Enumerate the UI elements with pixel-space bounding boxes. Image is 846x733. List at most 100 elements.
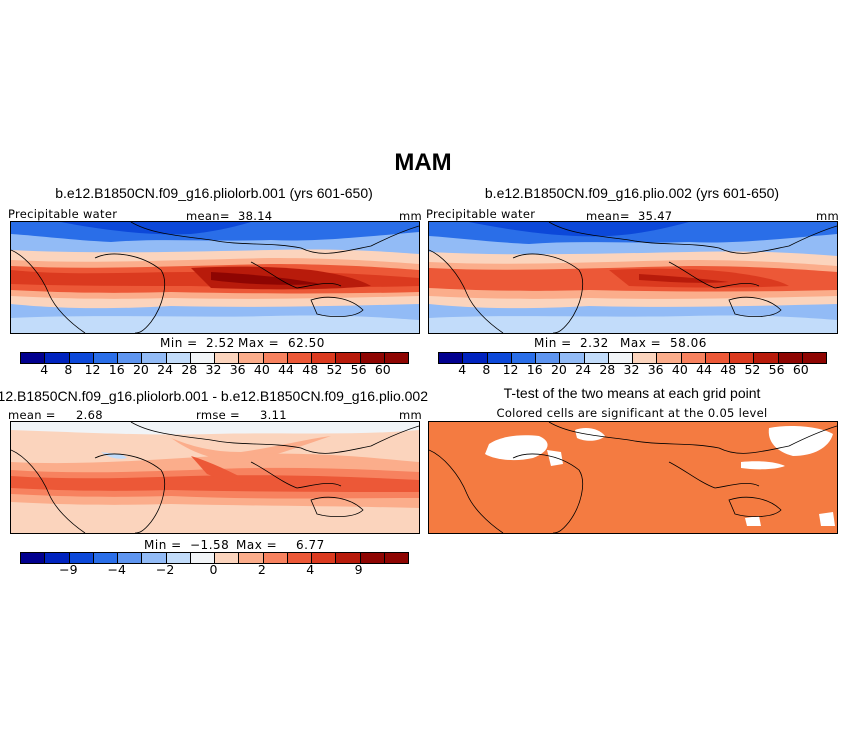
colorbar-ticks-plio: 4 8 12 16 20 24 28 32 36 40 44 48 52 56 …: [438, 362, 825, 378]
colorbar-swatch: [336, 553, 361, 563]
rmse-value: 3.11: [260, 408, 287, 422]
colorbar-swatch: [754, 353, 779, 363]
colorbar-swatch: [536, 353, 561, 363]
colorbar-swatch: [215, 553, 240, 563]
tick-label: 48: [302, 362, 319, 377]
colorbar-swatch: [287, 553, 312, 563]
colorbar-swatch: [336, 353, 361, 363]
tick-label: 56: [768, 362, 785, 377]
tick-label: −4: [107, 562, 126, 577]
colorbar-swatch: [312, 553, 337, 563]
units-label: mm: [399, 209, 423, 223]
tick-label: 40: [671, 362, 688, 377]
panel-title-plio: b.e12.B1850CN.f09_g16.plio.002 (yrs 601-…: [484, 185, 780, 201]
mean-value: 38.14: [238, 209, 273, 223]
min-value: −1.58: [190, 538, 230, 552]
colorbar-swatch: [778, 353, 803, 363]
colorbar-swatch: [384, 353, 408, 363]
tick-label: 4: [306, 562, 315, 577]
colorbar-swatch: [802, 353, 826, 363]
tick-label: 44: [696, 362, 713, 377]
tick-label: 4: [40, 362, 49, 377]
colorbar-swatch: [21, 353, 46, 363]
variable-label: Precipitable water: [8, 207, 118, 221]
colorbar-swatch: [657, 353, 682, 363]
tick-label: 28: [599, 362, 616, 377]
tick-label: 20: [550, 362, 567, 377]
colorbar-swatch: [93, 353, 118, 363]
tick-label: 9: [354, 562, 363, 577]
max-value: 62.50: [288, 336, 325, 350]
colorbar-swatch: [190, 553, 215, 563]
tick-label: 36: [647, 362, 664, 377]
min-label: Min =: [144, 538, 182, 552]
tick-label: 60: [374, 362, 391, 377]
max-label: Max =: [238, 336, 280, 350]
colorbar-swatch: [439, 353, 464, 363]
mean-value: 35.47: [638, 209, 673, 223]
tick-label: 8: [64, 362, 73, 377]
min-value: 2.52: [206, 336, 235, 350]
min-label: Min =: [160, 336, 198, 350]
tick-label: −9: [59, 562, 78, 577]
tick-label: 4: [458, 362, 467, 377]
rmse-label: rmse =: [196, 408, 240, 422]
colorbar-swatch: [190, 353, 215, 363]
map-pliolorb: [10, 221, 420, 334]
map-plio: [428, 221, 838, 334]
tick-label: 56: [350, 362, 367, 377]
tick-label: 36: [229, 362, 246, 377]
min-label: Min =: [534, 336, 572, 350]
mean-value: 2.68: [76, 408, 103, 422]
tick-label: 12: [84, 362, 101, 377]
colorbar-swatch: [142, 353, 167, 363]
tick-label: 0: [209, 562, 218, 577]
colorbar-swatch: [705, 353, 730, 363]
colorbar-ticks-difference: −9 −4 −2 0 2 4 9: [20, 562, 407, 578]
colorbar-swatch: [118, 553, 143, 563]
tick-label: 32: [623, 362, 640, 377]
mean-label: mean =: [8, 408, 56, 422]
colorbar-swatch: [360, 353, 385, 363]
colorbar-swatch: [312, 353, 337, 363]
tick-label: 32: [205, 362, 222, 377]
tick-label: 20: [132, 362, 149, 377]
colorbar-swatch: [45, 553, 70, 563]
colorbar-swatch: [263, 553, 288, 563]
mean-label: mean=: [586, 209, 630, 223]
max-label: Max =: [620, 336, 662, 350]
significance-note: Colored cells are significant at the 0.0…: [496, 406, 768, 420]
colorbar-swatch: [360, 553, 385, 563]
map-difference: [10, 421, 420, 534]
colorbar-pliolorb: [20, 352, 409, 364]
colorbar-swatch: [560, 353, 585, 363]
tick-label: 16: [526, 362, 543, 377]
colorbar-swatch: [69, 353, 94, 363]
colorbar-swatch: [287, 353, 312, 363]
max-value: 58.06: [670, 336, 707, 350]
colorbar-swatch: [166, 353, 191, 363]
colorbar-swatch: [21, 553, 46, 563]
tick-label: 48: [720, 362, 737, 377]
tick-label: 60: [792, 362, 809, 377]
tick-label: 44: [278, 362, 295, 377]
tick-label: 24: [575, 362, 592, 377]
mean-label: mean=: [186, 209, 230, 223]
tick-label: 28: [181, 362, 198, 377]
colorbar-swatch: [463, 353, 488, 363]
max-label: Max =: [236, 538, 278, 552]
colorbar-ticks-pliolorb: 4 8 12 16 20 24 28 32 36 40 44 48 52 56 …: [20, 362, 407, 378]
colorbar-swatch: [93, 553, 118, 563]
colorbar-swatch: [239, 353, 264, 363]
colorbar-swatch: [730, 353, 755, 363]
variable-label: Precipitable water: [426, 207, 536, 221]
tick-label: 40: [253, 362, 270, 377]
tick-label: 16: [108, 362, 125, 377]
tick-label: 12: [502, 362, 519, 377]
tick-label: 52: [326, 362, 343, 377]
min-value: 2.32: [580, 336, 609, 350]
figure-title: MAM: [394, 149, 452, 176]
tick-label: 8: [482, 362, 491, 377]
colorbar-swatch: [384, 553, 408, 563]
tick-label: 24: [157, 362, 174, 377]
